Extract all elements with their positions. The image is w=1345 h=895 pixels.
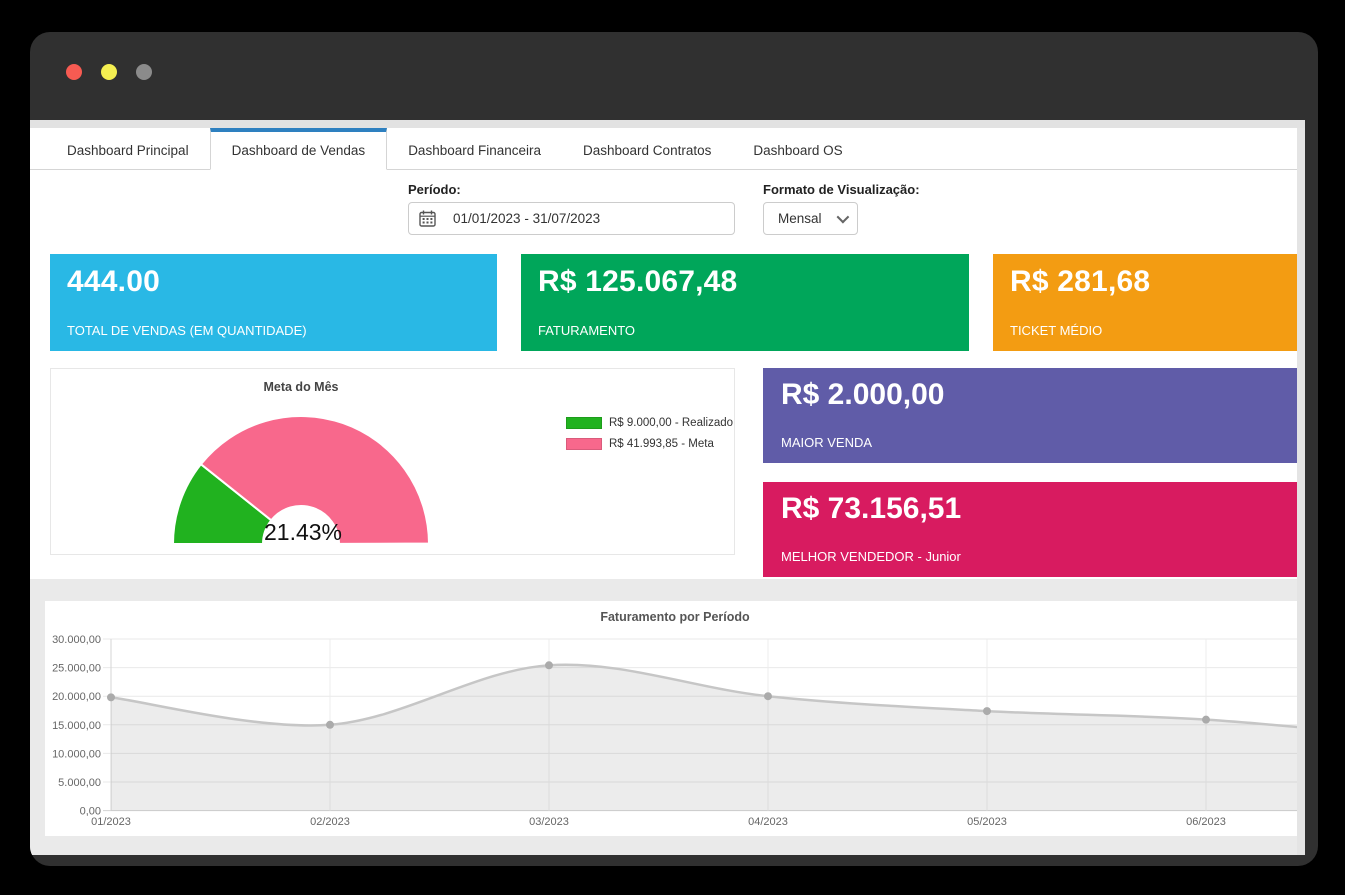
close-window-button[interactable] — [66, 64, 82, 80]
kpi-total-vendas: 444.00 TOTAL DE VENDAS (EM QUANTIDADE) — [50, 254, 497, 351]
svg-text:05/2023: 05/2023 — [967, 816, 1007, 828]
format-select[interactable]: Mensal — [763, 202, 858, 235]
svg-text:04/2023: 04/2023 — [748, 816, 788, 828]
card-melhor-vendedor: R$ 73.156,51 MELHOR VENDEDOR - Junior — [763, 482, 1298, 577]
svg-text:06/2023: 06/2023 — [1186, 816, 1226, 828]
svg-text:02/2023: 02/2023 — [310, 816, 350, 828]
legend-item-realizado: R$ 9.000,00 - Realizado — [566, 417, 733, 429]
svg-text:20.000,00: 20.000,00 — [52, 691, 101, 703]
card-label: MELHOR VENDEDOR - Junior — [781, 549, 961, 564]
gauge-chart-title: Meta do Mês — [263, 380, 339, 394]
minimize-window-button[interactable] — [101, 64, 117, 80]
dashboard-tabs: Dashboard Principal Dashboard de Vendas … — [30, 128, 1305, 170]
format-selected-value: Mensal — [778, 211, 822, 226]
format-label: Formato de Visualização: — [763, 182, 920, 197]
period-value: 01/01/2023 - 31/07/2023 — [453, 211, 601, 226]
content-top-strip — [30, 120, 1305, 128]
svg-text:0,00: 0,00 — [80, 806, 101, 818]
tab-dashboard-principal[interactable]: Dashboard Principal — [67, 142, 189, 158]
highlight-cards-column: R$ 2.000,00 MAIOR VENDA R$ 73.156,51 MEL… — [763, 368, 1298, 577]
svg-text:25.000,00: 25.000,00 — [52, 663, 101, 675]
faturamento-chart-card: Faturamento por Período 30.000,00 25.000,… — [45, 601, 1305, 836]
kpi-label: FATURAMENTO — [538, 323, 636, 338]
tab-dashboard-os[interactable]: Dashboard OS — [753, 142, 843, 158]
scrollbar-track[interactable] — [1297, 128, 1305, 855]
legend-swatch-realizado — [566, 417, 602, 429]
kpi-value: R$ 125.067,48 — [538, 265, 738, 298]
kpi-faturamento: R$ 125.067,48 FATURAMENTO — [521, 254, 969, 351]
gauge-chart-svg — [171, 415, 431, 545]
app-window: Dashboard Principal Dashboard de Vendas … — [30, 32, 1318, 866]
chevron-down-icon — [836, 210, 850, 224]
filter-bar: Período: 01/01/2023 - 31/07/ — [30, 170, 1305, 244]
period-label: Período: — [408, 182, 461, 197]
area-chart-title: Faturamento por Período — [600, 610, 750, 624]
page-content: Dashboard Principal Dashboard de Vendas … — [30, 120, 1305, 855]
svg-text:15.000,00: 15.000,00 — [52, 720, 101, 732]
middle-row: Meta do Mês 21.43% R$ 9.000,00 - Realiza… — [50, 368, 1305, 577]
area-chart-svg: 30.000,00 25.000,00 20.000,00 15.000,00 10.0… — [52, 634, 1305, 828]
meta-do-mes-card: Meta do Mês 21.43% R$ 9.000,00 - Realiza… — [50, 368, 735, 555]
period-date-range-input[interactable]: 01/01/2023 - 31/07/2023 — [408, 202, 735, 235]
svg-text:30.000,00: 30.000,00 — [52, 634, 101, 646]
tab-dashboard-contratos[interactable]: Dashboard Contratos — [583, 142, 712, 158]
svg-text:03/2023: 03/2023 — [529, 816, 569, 828]
card-value: R$ 73.156,51 — [781, 492, 962, 525]
tab-dashboard-de-vendas[interactable]: Dashboard de Vendas — [209, 128, 388, 170]
svg-text:5.000,00: 5.000,00 — [58, 777, 101, 789]
tab-dashboard-financeira[interactable]: Dashboard Financeira — [408, 142, 542, 158]
kpi-row: 444.00 TOTAL DE VENDAS (EM QUANTIDADE) R… — [50, 254, 1298, 351]
chart-section: Faturamento por Período 30.000,00 25.000,… — [30, 579, 1305, 855]
svg-text:01/2023: 01/2023 — [91, 816, 131, 828]
kpi-label: TOTAL DE VENDAS (EM QUANTIDADE) — [67, 323, 307, 338]
kpi-label: TICKET MÉDIO — [1010, 323, 1103, 338]
kpi-value: R$ 281,68 — [1010, 265, 1151, 298]
legend-swatch-meta — [566, 438, 602, 450]
kpi-ticket-medio: R$ 281,68 TICKET MÉDIO — [993, 254, 1298, 351]
calendar-icon[interactable] — [419, 210, 436, 227]
zoom-window-button[interactable] — [136, 64, 152, 80]
gauge-legend: R$ 9.000,00 - Realizado R$ 41.993,85 - M… — [566, 417, 733, 459]
card-label: MAIOR VENDA — [781, 435, 873, 450]
window-titlebar — [30, 32, 1318, 120]
card-maior-venda: R$ 2.000,00 MAIOR VENDA — [763, 368, 1298, 463]
card-value: R$ 2.000,00 — [781, 378, 945, 411]
legend-item-meta: R$ 41.993,85 - Meta — [566, 438, 733, 450]
gauge-percent-label: 21.43% — [263, 519, 343, 545]
kpi-value: 444.00 — [67, 265, 160, 298]
svg-text:10.000,00: 10.000,00 — [52, 748, 101, 760]
